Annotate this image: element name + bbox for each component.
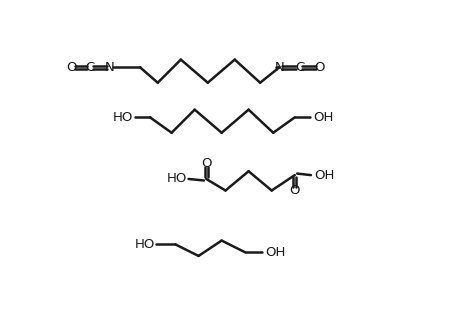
Text: O: O — [66, 61, 77, 74]
Text: N: N — [274, 61, 284, 74]
Text: HO: HO — [166, 172, 187, 185]
Text: O: O — [289, 184, 299, 197]
Text: C: C — [294, 61, 304, 74]
Text: HO: HO — [112, 111, 133, 124]
Text: OH: OH — [313, 111, 333, 124]
Text: C: C — [85, 61, 94, 74]
Text: HO: HO — [134, 238, 154, 251]
Text: OH: OH — [313, 169, 334, 182]
Text: O: O — [313, 61, 324, 74]
Text: N: N — [105, 61, 115, 74]
Text: O: O — [201, 157, 211, 170]
Text: OH: OH — [265, 246, 285, 259]
